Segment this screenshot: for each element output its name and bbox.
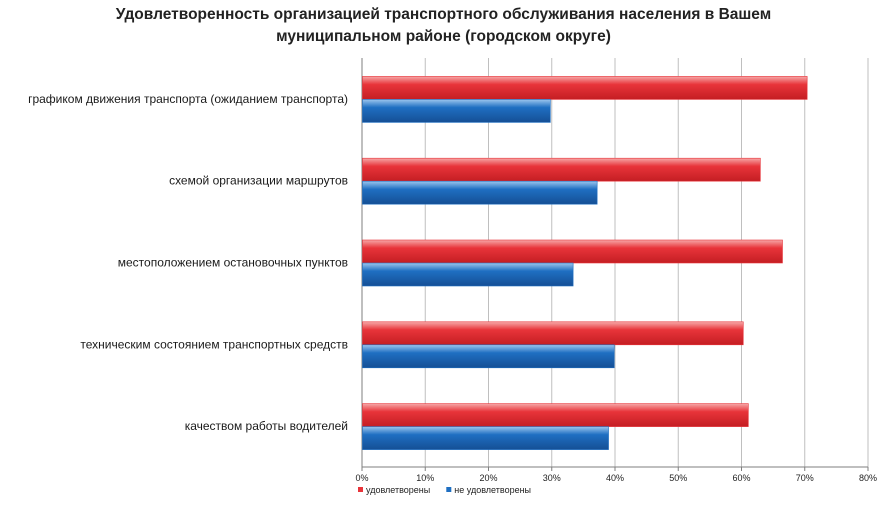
x-tick-label: 50% — [669, 473, 687, 483]
x-tick-label: 70% — [796, 473, 814, 483]
x-tick-label: 60% — [732, 473, 750, 483]
legend-label-1: удовлетворены — [366, 485, 430, 495]
bar-unsatisfied-2 — [362, 180, 598, 205]
x-tick-label: 0% — [355, 473, 368, 483]
bar-unsatisfied-5 — [362, 426, 609, 450]
bar-satisfied-3 — [362, 239, 783, 264]
bar-satisfied-5 — [362, 403, 749, 427]
category-label: схемой организации маршрутов — [169, 174, 348, 188]
category-label: графиком движения транспорта (ожиданием … — [28, 92, 348, 106]
x-tick-label: 20% — [479, 473, 497, 483]
x-tick-label: 80% — [859, 473, 877, 483]
category-label: техническим состоянием транспортных сред… — [80, 337, 348, 351]
bar-satisfied-4 — [362, 321, 744, 346]
legend-swatch-2 — [446, 487, 452, 492]
x-tick-label: 40% — [606, 473, 624, 483]
category-label: качеством работы водителей — [185, 419, 348, 433]
bar-unsatisfied-3 — [362, 262, 574, 287]
category-label: местоположением остановочных пунктов — [118, 256, 348, 270]
chart-title-line-2: муниципальном районе (городском округе) — [276, 28, 611, 45]
x-tick-label: 10% — [416, 473, 434, 483]
chart-title: Удовлетворенность организацией транспорт… — [0, 4, 887, 48]
bar-satisfied-2 — [362, 157, 761, 182]
x-tick-label: 30% — [543, 473, 561, 483]
bar-unsatisfied-1 — [362, 99, 551, 123]
legend-label-2: не удовлетворены — [454, 485, 531, 495]
bar-satisfied-1 — [362, 76, 808, 100]
chart-title-line-1: Удовлетворенность организацией транспорт… — [115, 6, 772, 23]
bar-unsatisfied-4 — [362, 344, 615, 369]
legend-swatch-1 — [358, 487, 363, 492]
